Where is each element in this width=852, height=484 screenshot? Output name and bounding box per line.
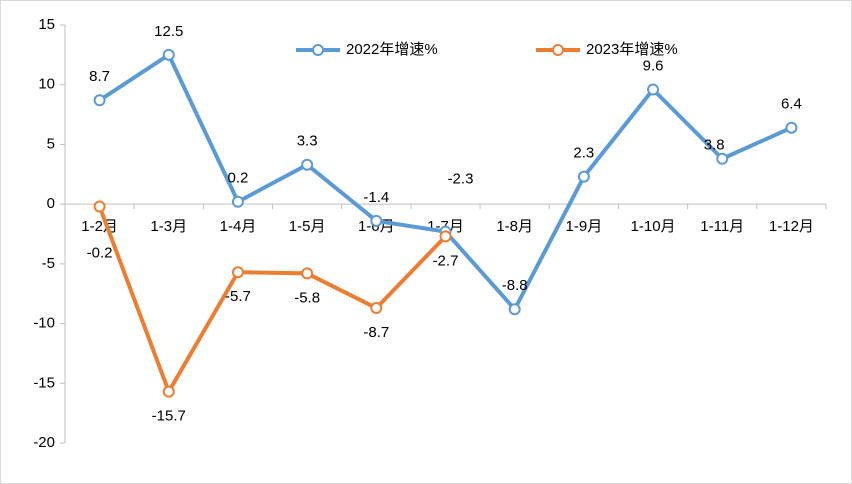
- data-label: -8.7: [363, 324, 389, 341]
- data-label: -8.8: [502, 277, 528, 294]
- x-tick-label: 1-2月: [81, 218, 118, 235]
- data-label: 2.3: [573, 145, 594, 162]
- y-tick-label: -5: [42, 255, 55, 272]
- x-tick-label: 1-5月: [289, 218, 326, 235]
- data-point: [162, 385, 175, 398]
- data-label: 12.5: [154, 23, 183, 40]
- data-label: 0.2: [228, 170, 249, 187]
- y-tick-label: 10: [38, 76, 55, 93]
- data-label: -2.7: [433, 252, 459, 269]
- data-point: [93, 94, 106, 107]
- y-tick-label: -10: [33, 315, 55, 332]
- y-tick-label: 15: [38, 16, 55, 33]
- data-label: 3.8: [704, 137, 725, 154]
- x-tick-label: 1-11月: [700, 218, 744, 235]
- data-label: -0.2: [87, 245, 113, 262]
- data-label: -1.4: [363, 189, 389, 206]
- y-tick-label: 5: [47, 135, 55, 152]
- data-label: -15.7: [152, 408, 186, 425]
- data-point: [301, 267, 314, 280]
- data-label: -2.3: [448, 171, 474, 188]
- data-point: [370, 214, 383, 227]
- data-point: [439, 230, 452, 243]
- legend-marker: [552, 44, 564, 56]
- data-point: [647, 83, 660, 96]
- data-point: [301, 158, 314, 171]
- data-point: [508, 303, 521, 316]
- series-line: [97, 205, 447, 394]
- data-point: [231, 195, 244, 208]
- data-label: -5.7: [225, 288, 251, 305]
- legend-label: 2023年增速%: [586, 41, 678, 58]
- data-point: [577, 170, 590, 183]
- legend-label: 2022年增速%: [346, 41, 438, 58]
- x-tick-label: 1-8月: [496, 218, 533, 235]
- x-tick-label: 1-3月: [150, 218, 187, 235]
- x-tick-label: 1-9月: [566, 218, 603, 235]
- data-point: [93, 200, 106, 213]
- data-point: [162, 48, 175, 61]
- x-tick-label: 1-4月: [220, 218, 257, 235]
- y-tick-label: -15: [33, 374, 55, 391]
- data-label: -5.8: [294, 289, 320, 306]
- data-label: 6.4: [781, 96, 802, 113]
- y-tick-label: 0: [47, 195, 55, 212]
- legend-marker: [312, 44, 324, 56]
- x-tick-label: 1-10月: [631, 218, 676, 235]
- data-label: 8.7: [89, 68, 110, 85]
- data-point: [231, 266, 244, 279]
- data-point: [785, 121, 798, 134]
- data-label: 9.6: [643, 57, 664, 74]
- y-tick-label: -20: [33, 434, 55, 451]
- data-point: [716, 152, 729, 165]
- data-label: 3.3: [297, 133, 318, 150]
- x-tick-label: 1-12月: [769, 218, 814, 235]
- data-point: [370, 302, 383, 315]
